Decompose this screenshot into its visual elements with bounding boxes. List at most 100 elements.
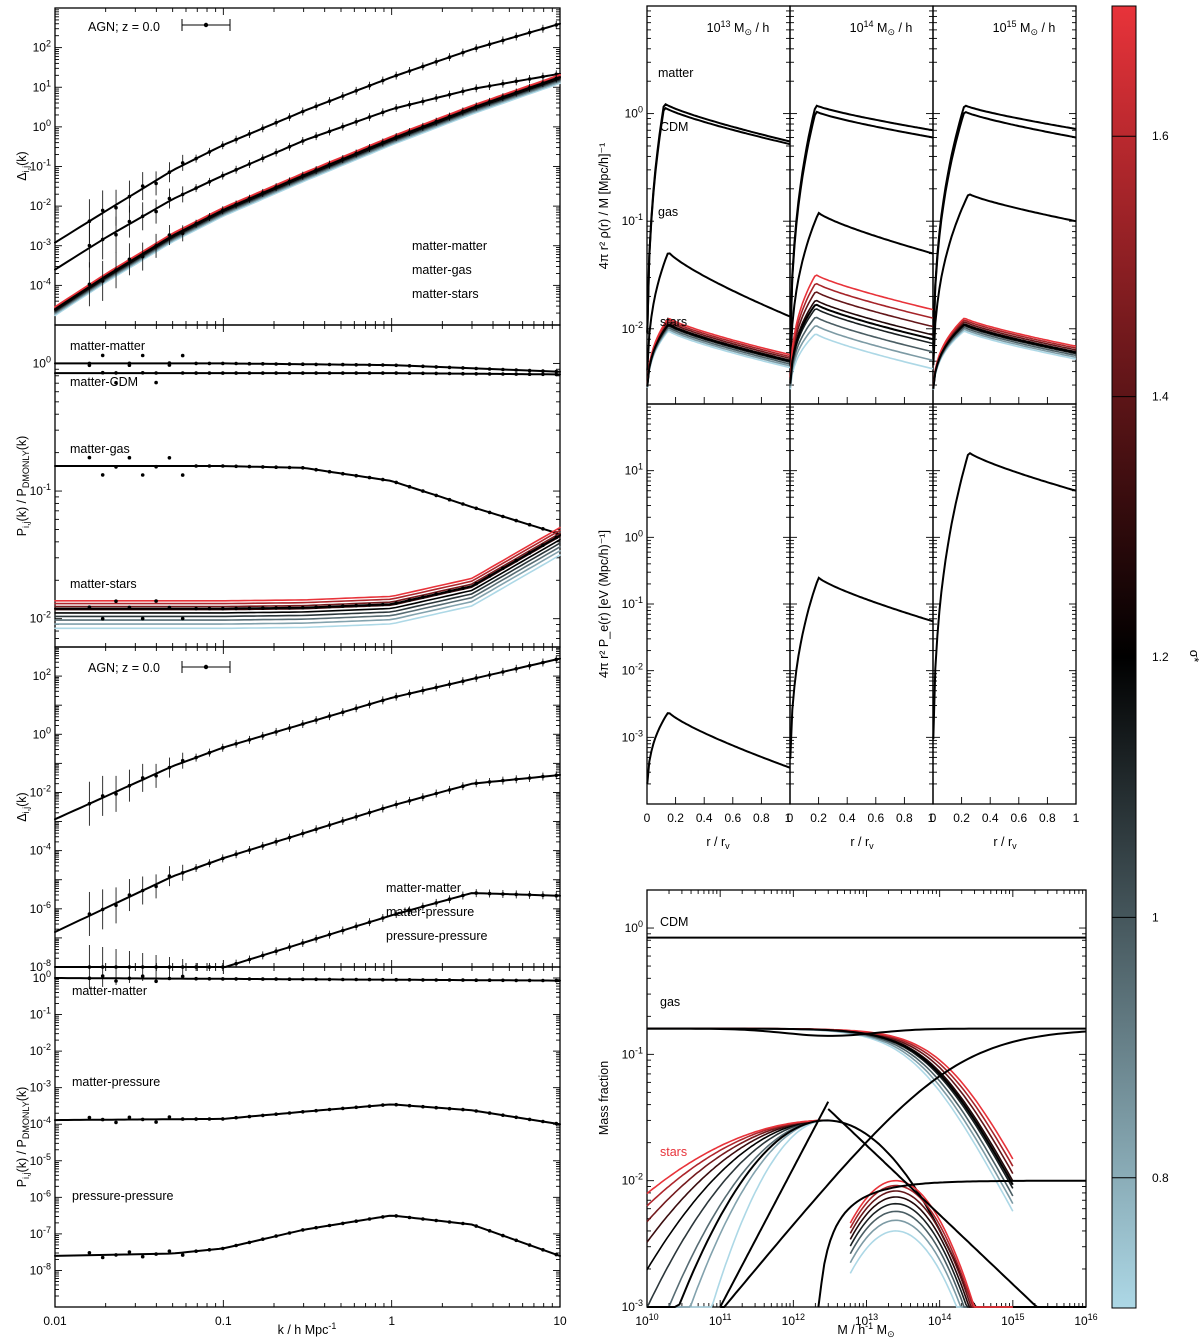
profile-stars-curve	[932, 323, 1077, 389]
point-matter-matter	[461, 978, 465, 982]
sample-errorbar-bottom	[181, 661, 231, 673]
left-2-ytick-label: 10-1	[30, 482, 51, 498]
point-pressure-pressure	[381, 1215, 385, 1219]
panel-frame-profile-13-pressure	[646, 403, 791, 805]
point-matter-stars	[274, 606, 278, 610]
left-3-ytick-label: 10-4	[30, 842, 51, 858]
point-matter-matter	[341, 362, 345, 367]
profile-stars-variant	[646, 319, 791, 386]
point-matter-CDM	[100, 370, 105, 375]
point-matter-CDM	[367, 371, 372, 375]
point-matter-CDM	[114, 380, 118, 385]
point-matter-CDM	[327, 371, 332, 375]
series-matter-stars-variant	[54, 79, 561, 314]
point-pressure-pressure	[501, 1233, 505, 1238]
point-matter-matter	[327, 977, 332, 982]
point-pressure-pressure	[140, 1254, 145, 1259]
left-2-ytick-label: 100	[33, 354, 51, 370]
massfrac-xtick-label: 1016	[1074, 1312, 1097, 1328]
left-1-ytick-label: 10-3	[30, 237, 51, 253]
point-matter-gas	[394, 480, 399, 485]
profile-pressure-0-ytick-label: 10-1	[622, 595, 643, 611]
point-matter-gas	[461, 502, 465, 506]
point-matter-matter	[461, 366, 465, 370]
series-matter-pressure	[54, 1103, 561, 1126]
point-matter-matter	[114, 979, 118, 983]
point-matter-gas	[114, 465, 118, 469]
point-matter-matter	[487, 367, 492, 371]
xlabel-profile-15: r / rv	[993, 835, 1017, 851]
massfrac-label-cdm: CDM	[660, 915, 688, 929]
point-matter-matter	[234, 977, 238, 981]
point-matter-CDM	[341, 371, 345, 375]
point-matter-CDM	[167, 363, 172, 367]
point-matter-CDM	[274, 371, 278, 375]
point-matter-matter	[127, 976, 132, 981]
colorbar-tick-label: 1.6	[1152, 129, 1169, 143]
massfrac-xtick-label: 1015	[1001, 1312, 1024, 1328]
massfrac-falling-curve	[827, 1108, 1086, 1308]
xlabel-profile-14: r / rv	[850, 835, 874, 851]
left-4-ytick-label: 100	[33, 969, 51, 985]
point-pressure-pressure	[541, 1248, 545, 1252]
profile-stars-variant	[932, 326, 1077, 390]
panel-frame-profile-14-density	[789, 5, 934, 405]
profile-xtick-label: 1	[1073, 811, 1080, 825]
point-matter-matter	[527, 978, 532, 983]
point-matter-gas	[221, 464, 225, 468]
profile-xtick-label: 0.6	[724, 811, 741, 825]
point-matter-CDM	[194, 371, 198, 375]
point-matter-gas	[140, 473, 145, 477]
point-matter-stars	[341, 604, 345, 608]
massfrac-gas-variant	[647, 1027, 1014, 1197]
massfrac-stars-variant	[647, 1119, 829, 1308]
point-matter-matter	[314, 977, 318, 982]
point-matter-CDM	[447, 371, 452, 376]
colorbar-ticks: 0.8 1 1.2 1.4 1.6	[1112, 129, 1169, 1185]
left-4-ytick-label: 10-1	[30, 1006, 51, 1022]
profile-stars-variant	[932, 330, 1077, 391]
profile-xtick-label: 0.2	[667, 811, 684, 825]
point-pressure-pressure	[114, 1253, 118, 1257]
point-matter-CDM	[381, 371, 385, 375]
point-pressure-pressure	[474, 1224, 479, 1228]
profile-stars-variant	[646, 330, 791, 388]
profile-pressure-curve	[789, 576, 934, 759]
point-matter-stars	[554, 535, 559, 540]
point-matter-stars	[381, 602, 385, 607]
point-matter-stars	[167, 605, 172, 610]
point-pressure-pressure	[261, 1237, 265, 1241]
profile-xtick-label: 0.8	[896, 811, 913, 825]
point-matter-stars	[407, 598, 412, 602]
point-matter-stars	[114, 599, 118, 603]
point-matter-pressure	[234, 1115, 238, 1120]
profile-stars-variant	[932, 317, 1077, 388]
profile-xtick-label: 0.4	[839, 811, 856, 825]
profile-pressure-0-ytick-label: 10-3	[622, 728, 643, 744]
point-matter-pressure	[314, 1108, 318, 1113]
point-matter-stars	[434, 592, 439, 596]
panel-frame-left-3	[54, 646, 561, 968]
massfrac-satellite-stars-variant	[849, 1230, 1013, 1308]
series-matter-stars-variant	[54, 81, 561, 315]
massfrac-xtick-label: 1011	[709, 1312, 732, 1328]
massfrac-ejected-gas-curve	[720, 1030, 1087, 1308]
point-matter-matter	[381, 363, 385, 367]
point-matter-pressure	[447, 1106, 452, 1111]
left-4-ytick-label: 10-5	[30, 1152, 51, 1168]
point-matter-CDM	[554, 372, 559, 377]
ylabel-left-1: Δi,j(k)	[15, 151, 31, 180]
series-matter-stars-variant	[54, 78, 561, 313]
colorbar-label: σ*	[1187, 650, 1200, 663]
point-matter-stars	[127, 605, 132, 610]
ylabel-left-3: Δi,j(k)	[15, 792, 31, 821]
point-matter-matter	[261, 977, 265, 981]
left-3-ytick-label: 10-8	[30, 958, 51, 974]
left-4-ytick-label: 10-4	[30, 1115, 51, 1131]
profile-stars-variant	[789, 282, 934, 379]
point-matter-stars	[527, 551, 532, 555]
label-pressure-pressure-ratio: pressure-pressure	[72, 1189, 173, 1203]
point-matter-pressure	[180, 1117, 185, 1121]
profile-xtick-label: 0.4	[696, 811, 713, 825]
